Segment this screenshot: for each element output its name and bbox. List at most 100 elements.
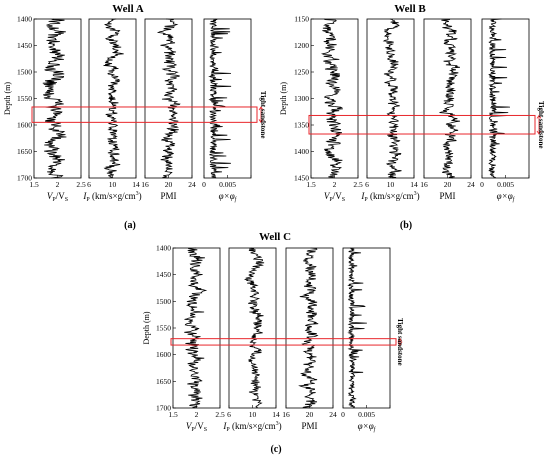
x-tick-label: 2.5 xyxy=(76,180,86,189)
y-tick-label: 1450 xyxy=(17,41,32,50)
log-curve xyxy=(184,247,208,409)
panel-label: (b) xyxy=(400,220,412,231)
x-tick-label: 10 xyxy=(249,410,257,419)
track-ip: 6 10 14 IP (km/s×g/cm3) xyxy=(222,247,282,433)
track-ip: 6 10 14 IP (km/s×g/cm3) xyxy=(82,18,142,203)
y-tick-label: 1250 xyxy=(294,68,309,77)
y-axis-title: Depth (m) xyxy=(3,82,12,115)
y-tick-label: 1450 xyxy=(156,270,171,279)
x-tick-label: 1.5 xyxy=(168,410,178,419)
x-tick-label: 20 xyxy=(306,410,314,419)
panel-title: Well C xyxy=(259,231,291,243)
x-tick-label: 6 xyxy=(87,180,91,189)
track-pmi: 16 20 24 PMI xyxy=(420,18,475,201)
y-tick-label: 1150 xyxy=(294,15,309,24)
track-label-vpvs: VP/VS xyxy=(324,191,345,203)
y-tick-label: 1400 xyxy=(156,244,171,253)
x-tick-label: 10 xyxy=(387,180,395,189)
panel-label: (a) xyxy=(124,220,136,231)
tight-sandstone-label: Tight sandstone xyxy=(537,101,545,149)
log-curve xyxy=(488,18,511,179)
track-pmi: 16 20 24 PMI xyxy=(141,18,196,201)
x-tick-label: 10 xyxy=(109,180,117,189)
log-curve xyxy=(439,18,461,179)
band-arrow-head-top xyxy=(258,106,264,111)
panel-title: Well A xyxy=(112,3,144,15)
tight-sandstone-label: Tight sandstone xyxy=(396,318,404,366)
track-label-vpvs: VP/VS xyxy=(186,421,207,433)
panel-3: Well C 1400 1450 1500 1550 1600 1650 1700 Depth … xyxy=(142,231,404,455)
x-tick-label: 2 xyxy=(56,180,60,189)
y-tick-label: 1650 xyxy=(17,147,32,156)
x-tick-label: 6 xyxy=(227,410,231,419)
log-curve xyxy=(347,247,367,409)
y-tick-label: 1650 xyxy=(156,377,171,386)
track-pmi: 16 20 24 PMI xyxy=(282,247,337,431)
track-phi: 0 0.005 φ×φf xyxy=(341,247,391,433)
y-tick-label: 1300 xyxy=(294,94,309,103)
y-tick-label: 1450 xyxy=(294,174,309,183)
track-frame xyxy=(228,247,277,409)
track-label-ip: IP (km/s×g/cm3) xyxy=(82,191,141,203)
x-tick-label: 2 xyxy=(195,410,199,419)
panel-title: Well B xyxy=(394,3,426,15)
y-axis-title: Depth (m) xyxy=(279,82,288,115)
tight-sandstone-label: Tight sandstone xyxy=(259,91,267,139)
track-label-phi: φ×φf xyxy=(219,191,238,203)
x-tick-label: 20 xyxy=(165,180,173,189)
x-tick-label: 2 xyxy=(333,180,337,189)
track-label-vpvs: VP/VS xyxy=(47,191,68,203)
x-tick-label: 24 xyxy=(329,410,337,419)
track-label-ip: IP (km/s×g/cm3) xyxy=(360,191,419,203)
x-tick-label: 14 xyxy=(132,180,140,189)
x-tick-label: 0.005 xyxy=(497,180,514,189)
track-phi: 0 0.005 φ×φf xyxy=(202,18,252,203)
x-tick-label: 16 xyxy=(420,180,428,189)
y-tick-label: 1600 xyxy=(156,350,171,359)
x-tick-label: 16 xyxy=(282,410,290,419)
x-tick-label: 0 xyxy=(202,180,206,189)
y-axis-title: Depth (m) xyxy=(142,311,151,344)
y-tick-label: 1550 xyxy=(156,324,171,333)
panel-label: (c) xyxy=(270,444,281,455)
y-tick-label: 1700 xyxy=(156,404,171,413)
x-tick-label: 1.5 xyxy=(29,180,39,189)
y-tick-label: 1550 xyxy=(17,94,32,103)
x-tick-label: 20 xyxy=(444,180,452,189)
log-curve xyxy=(42,18,67,179)
x-tick-label: 0.005 xyxy=(358,410,375,419)
log-curve xyxy=(156,18,181,179)
x-tick-label: 14 xyxy=(410,180,418,189)
log-curve xyxy=(244,247,265,409)
x-tick-label: 0.005 xyxy=(219,180,236,189)
track-frame xyxy=(481,18,530,179)
track-vpvs: 1.5 2 2.5 VP/VS xyxy=(29,18,86,203)
track-phi: 0 0.005 φ×φf xyxy=(480,18,530,203)
track-vpvs: 1.5 2 2.5 VP/VS xyxy=(168,247,225,433)
y-tick-label: 1350 xyxy=(294,121,309,130)
track-label-phi: φ×φf xyxy=(358,421,377,433)
track-label-pmi: PMI xyxy=(301,421,317,431)
y-tick-label: 1200 xyxy=(294,41,309,50)
panel-2: Well B 1150 1200 1250 1300 1350 1400 1450 Depth … xyxy=(279,3,545,231)
y-tick-label: 1500 xyxy=(156,297,171,306)
x-tick-label: 24 xyxy=(188,180,196,189)
y-tick-label: 1700 xyxy=(17,174,32,183)
band-arrow-head-bottom xyxy=(536,130,542,135)
track-label-phi: φ×φf xyxy=(497,191,516,203)
x-tick-label: 6 xyxy=(365,180,369,189)
track-frame xyxy=(33,18,82,179)
tight-sandstone-band xyxy=(170,338,397,346)
y-tick-label: 1600 xyxy=(17,121,32,130)
y-tick-label: 1400 xyxy=(17,15,32,24)
log-curve xyxy=(298,247,319,409)
x-tick-label: 0 xyxy=(480,180,484,189)
x-tick-label: 16 xyxy=(141,180,149,189)
log-curve xyxy=(321,18,343,179)
track-label-pmi: PMI xyxy=(160,191,176,201)
panel-1: Well A 1400 1450 1500 1550 1600 1650 1700 Depth … xyxy=(3,3,267,231)
x-tick-label: 2.5 xyxy=(353,180,363,189)
log-curve xyxy=(103,18,124,179)
band-arrow-head-top xyxy=(536,114,542,119)
